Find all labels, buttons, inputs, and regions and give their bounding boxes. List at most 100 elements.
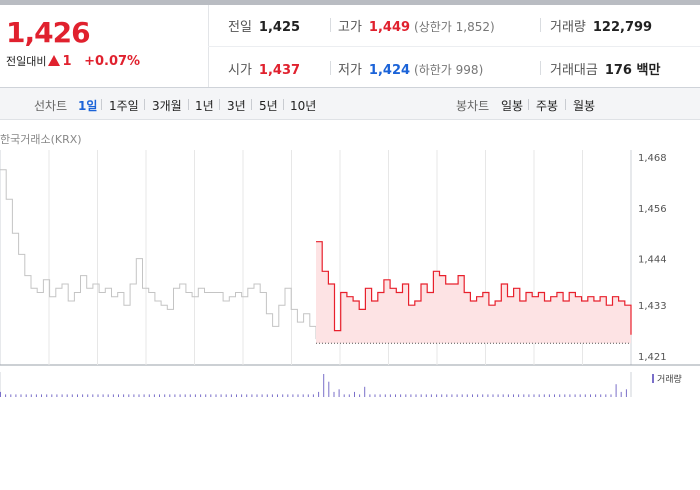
tab-3y[interactable]: 3년: [227, 99, 246, 113]
volume-bar: [338, 389, 340, 397]
volume-label: 거래량: [550, 20, 586, 35]
volume-bar: [533, 394, 535, 397]
volume-bar: [554, 394, 555, 397]
volume-bar: [20, 394, 22, 397]
volume-bar: [312, 394, 314, 397]
volume-bar: [502, 394, 504, 397]
volume-bar: [138, 394, 140, 397]
y-tick-label: 1,421: [638, 352, 667, 363]
volume-bar: [220, 394, 222, 397]
low-label: 저가: [338, 63, 362, 78]
volume-bar: [133, 394, 135, 397]
tab-divider: [101, 99, 102, 110]
volume-stat: 거래량 122,799: [550, 16, 652, 35]
volume-bar: [359, 394, 361, 397]
volume-bar: [225, 394, 227, 397]
volume-bar: [246, 394, 248, 397]
volume-bar: [179, 394, 181, 397]
volume-bar: [579, 394, 581, 397]
volume-bar: [241, 394, 243, 397]
volume-bar: [287, 394, 289, 397]
y-tick-label: 1,456: [638, 204, 667, 215]
volume-bar: [251, 394, 253, 397]
change-label: 전일대비: [6, 55, 47, 68]
volume-value: 122,799: [592, 20, 653, 35]
volume-bar: [605, 394, 607, 397]
volume-bar: [148, 394, 150, 397]
volume-bar: [169, 394, 171, 397]
volume-bar: [128, 394, 130, 397]
volume-bar: [200, 394, 202, 397]
volume-bar: [205, 394, 207, 397]
tab-divider: [251, 99, 252, 110]
volume-bar: [112, 394, 114, 397]
volume-bar: [25, 394, 27, 397]
open-price: 시가 1,437: [228, 59, 300, 78]
series-today-area: [316, 241, 631, 344]
low-value: 1,424: [368, 63, 411, 78]
volume-bar: [66, 394, 68, 397]
volume-bar: [51, 394, 53, 397]
volume-bar: [595, 394, 597, 397]
volume-bar: [482, 394, 484, 397]
volume-bar: [395, 394, 396, 397]
divider: [540, 18, 541, 32]
volume-bar: [564, 394, 566, 397]
volume-bar: [256, 394, 258, 397]
tab-weekly[interactable]: 주봉: [536, 99, 559, 113]
tab-10y[interactable]: 10년: [290, 99, 317, 113]
volume-bar: [420, 394, 422, 397]
volume-bar: [41, 394, 42, 397]
tab-1y[interactable]: 1년: [195, 99, 214, 113]
amount-value: 176 백만: [604, 63, 661, 78]
volume-bar: [343, 394, 345, 397]
volume-bar: [30, 394, 32, 397]
volume-bar: [230, 394, 232, 397]
volume-bar: [615, 384, 617, 397]
volume-bar: [107, 394, 109, 397]
high-value: 1,449: [368, 20, 411, 35]
volume-bar: [625, 389, 627, 397]
tab-1w[interactable]: 1주일: [109, 99, 139, 113]
current-price: 1,426: [6, 16, 91, 49]
tab-monthly[interactable]: 월봉: [573, 99, 596, 113]
divider: [330, 18, 331, 32]
tab-divider: [188, 99, 189, 110]
tab-divider: [219, 99, 220, 110]
volume-bar: [461, 394, 463, 397]
volume-bar: [600, 394, 602, 397]
high-label: 고가: [338, 20, 362, 35]
volume-bar: [282, 394, 284, 397]
volume-bar: [430, 394, 432, 397]
low-price: 저가 1,424 (하한가 998): [338, 59, 483, 78]
volume-bar: [389, 394, 391, 397]
row-divider: [208, 46, 700, 47]
top-border: [0, 0, 700, 5]
volume-bar: [333, 391, 335, 397]
volume-bar: [77, 394, 78, 397]
volume-bar: [10, 394, 12, 397]
volume-bar: [415, 394, 417, 397]
volume-bar: [210, 394, 212, 397]
volume-bar: [379, 394, 381, 397]
volume-bar: [189, 394, 191, 397]
tab-daily[interactable]: 일봉: [501, 99, 524, 113]
tab-5y[interactable]: 5년: [259, 99, 278, 113]
tab-divider: [283, 99, 284, 110]
volume-bar: [354, 391, 355, 397]
volume-bar: [405, 394, 407, 397]
volume-bar: [174, 394, 176, 397]
tab-3m[interactable]: 3개월: [152, 99, 182, 113]
price-change: 전일대비 1 +0.07%: [6, 53, 140, 69]
volume-bar: [143, 394, 145, 397]
line-chart-label: 선차트: [34, 99, 68, 113]
high-price: 고가 1,449 (상한가 1,852): [338, 16, 495, 35]
y-tick-label: 1,468: [638, 153, 667, 164]
volume-bar: [118, 394, 119, 397]
volume-bar: [590, 394, 591, 397]
volume-bar: [215, 394, 217, 397]
tab-1d[interactable]: 1일: [78, 99, 98, 113]
series-today-line: [316, 241, 632, 335]
market-label: 한국거래소(KRX): [0, 133, 82, 146]
prev-close: 전일 1,425: [228, 16, 300, 35]
